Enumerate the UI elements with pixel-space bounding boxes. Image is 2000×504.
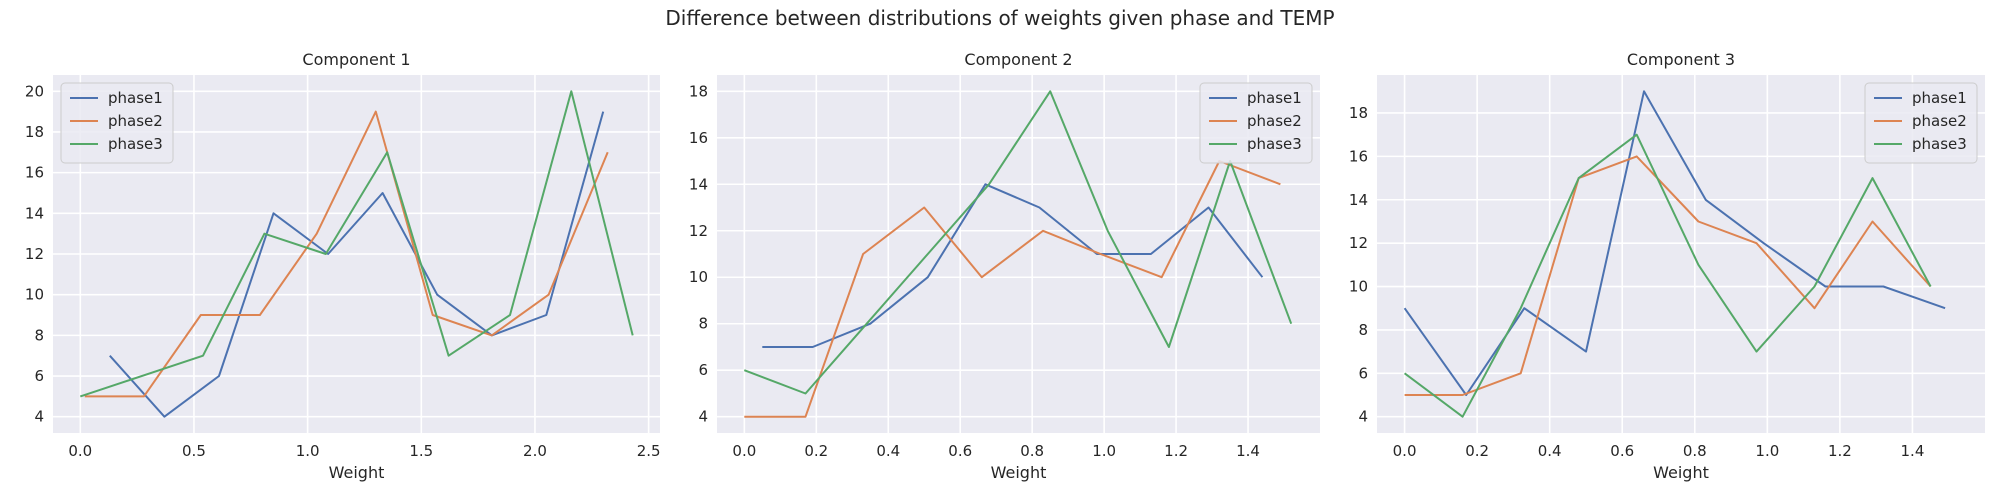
y-tick-label: 16 — [25, 164, 44, 182]
y-tick-label: 12 — [1349, 234, 1368, 252]
x-axis-label: Weight — [1653, 463, 1709, 482]
y-tick-label: 8 — [1358, 321, 1368, 339]
y-tick-label: 16 — [1349, 147, 1368, 165]
y-tick-label: 4 — [34, 408, 44, 426]
series-line-phase2 — [744, 160, 1281, 418]
y-tick-label: 12 — [25, 245, 44, 263]
legend-label-phase3: phase3 — [1912, 135, 1967, 153]
legend-label-phase3: phase3 — [1247, 135, 1302, 153]
x-tick-label: 1.2 — [1164, 442, 1188, 460]
subplot-3: 0.0 0.2 0.4 0.6 0.8 1.0 1.2 1.4 4 6 8 10 12 14 16 18 Com… — [1349, 50, 1985, 482]
x-tick-label: 0.8 — [1020, 442, 1044, 460]
x-tick-label: 0.2 — [804, 442, 828, 460]
subplot-1: 0.0 0.5 1.0 1.5 2.0 2.5 4 6 8 10 12 14 16 18 20 Compone… — [25, 50, 661, 482]
x-tick-label: 1.4 — [1901, 442, 1925, 460]
x-tick-label: 1.0 — [1755, 442, 1779, 460]
legend-label-phase2: phase2 — [108, 112, 163, 130]
x-axis-label: Weight — [991, 463, 1047, 482]
y-tick-label: 8 — [698, 315, 708, 333]
legend-label-phase1: phase1 — [1247, 89, 1302, 107]
subplot-title: Component 1 — [302, 50, 410, 69]
legend-label-phase1: phase1 — [1912, 89, 1967, 107]
x-tick-label: 0.6 — [1610, 442, 1634, 460]
figure-title: Difference between distributions of weig… — [665, 6, 1334, 30]
x-tick-label: 0.2 — [1465, 442, 1489, 460]
x-tick-label: 0.5 — [182, 442, 206, 460]
x-tick-label: 0.4 — [1538, 442, 1562, 460]
subplot-2: 0.0 0.2 0.4 0.6 0.8 1.0 1.2 1.4 4 6 8 10 12 14 16 18 Com… — [689, 50, 1320, 482]
y-tick-label: 16 — [689, 129, 708, 147]
y-tick-label: 10 — [1349, 278, 1368, 296]
x-tick-label: 0.6 — [948, 442, 972, 460]
y-tick-label: 10 — [689, 268, 708, 286]
y-tick-label: 10 — [25, 286, 44, 304]
y-tick-label: 6 — [34, 367, 44, 385]
y-tick-label: 8 — [34, 326, 44, 344]
y-tick-label: 12 — [689, 222, 708, 240]
y-tick-label: 4 — [1358, 408, 1368, 426]
series-line-phase2 — [1404, 155, 1932, 396]
legend: phase1 phase2 phase3 — [1864, 82, 1978, 164]
x-tick-label: 0.8 — [1683, 442, 1707, 460]
y-tick-label: 4 — [698, 408, 708, 426]
series-line-phase1 — [1403, 90, 1946, 396]
legend: phase1 phase2 phase3 — [1199, 82, 1313, 164]
y-tick-label: 20 — [25, 82, 44, 100]
legend-label-phase1: phase1 — [108, 89, 163, 107]
x-tick-label: 0.0 — [1393, 442, 1417, 460]
legend-label-phase2: phase2 — [1247, 112, 1302, 130]
x-tick-label: 0.0 — [68, 442, 92, 460]
y-tick-label: 18 — [689, 82, 708, 100]
y-tick-label: 14 — [25, 204, 44, 222]
y-tick-label: 6 — [698, 361, 708, 379]
legend-label-phase3: phase3 — [108, 135, 163, 153]
y-tick-label: 14 — [689, 175, 708, 193]
subplot-title: Component 2 — [964, 50, 1072, 69]
y-tick-label: 6 — [1358, 364, 1368, 382]
y-tick-label: 14 — [1349, 191, 1368, 209]
x-tick-label: 1.4 — [1236, 442, 1260, 460]
x-axis-label: Weight — [329, 463, 385, 482]
series-line-phase3 — [743, 90, 1293, 395]
y-tick-label: 18 — [1349, 104, 1368, 122]
x-tick-label: 1.5 — [409, 442, 433, 460]
x-tick-label: 1.2 — [1828, 442, 1852, 460]
legend: phase1 phase2 phase3 — [60, 82, 174, 164]
series-line-phase2 — [84, 110, 609, 398]
x-tick-label: 0.0 — [732, 442, 756, 460]
x-tick-label: 0.4 — [876, 442, 900, 460]
x-tick-label: 2.5 — [637, 442, 661, 460]
x-tick-label: 2.0 — [523, 442, 547, 460]
legend-label-phase2: phase2 — [1912, 112, 1967, 130]
y-tick-label: 18 — [25, 123, 44, 141]
series-line-phase1 — [762, 183, 1264, 348]
series-line-phase3 — [79, 90, 634, 398]
series-line-phase1 — [109, 111, 605, 418]
x-tick-label: 1.0 — [296, 442, 320, 460]
x-tick-label: 1.0 — [1092, 442, 1116, 460]
subplot-title: Component 3 — [1627, 50, 1735, 69]
series-line-phase3 — [1404, 133, 1932, 418]
